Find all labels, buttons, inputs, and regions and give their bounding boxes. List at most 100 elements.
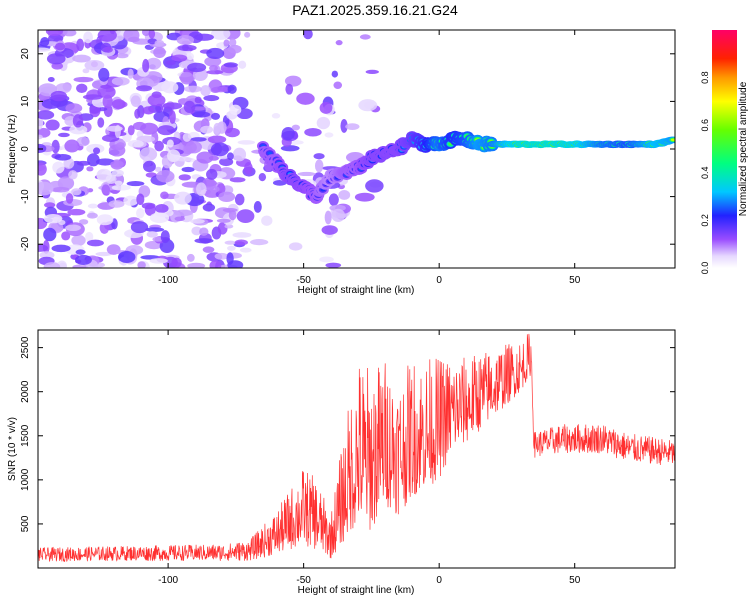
spectrogram-cell [144, 203, 156, 216]
ridge-core [267, 151, 273, 155]
spectrogram-cell [38, 162, 47, 176]
spectrogram-cell [159, 239, 175, 254]
spectrogram-cell [244, 31, 251, 38]
spectrogram-cell [157, 125, 175, 136]
spectrogram-cell [228, 210, 237, 221]
spectrogram-cell [103, 46, 113, 53]
spectrogram-cell [106, 125, 123, 132]
spectrogram-cell [210, 30, 231, 40]
spectrogram-cell [87, 203, 99, 209]
spectrogram-cell [206, 69, 224, 75]
snr-frame [37, 329, 676, 569]
spectrogram-cell [324, 210, 332, 225]
spectrogram-cell [227, 245, 236, 251]
spectrogram-cell [179, 71, 194, 85]
colorbar: 0.0 0.2 0.4 0.6 0.8 Normalized spectral ampl… [700, 30, 749, 274]
spectrogram-cell [174, 191, 192, 205]
spectrogram-cell [116, 53, 129, 59]
spectrogram-cell [76, 136, 90, 147]
spectrogram-cell [38, 143, 47, 154]
spectrogram-cell [216, 218, 231, 223]
spectrogram-cell [46, 53, 66, 65]
spectrogram-cell [74, 254, 92, 265]
spectrogram-cell [71, 188, 82, 196]
spectrogram-cell [253, 200, 262, 213]
spectrogram-cell [207, 135, 227, 144]
spectrogram-cell [149, 258, 168, 264]
spectrogram-cell [43, 262, 61, 268]
spectrogram-cell [145, 227, 165, 232]
y-tick-label: 20 [20, 48, 31, 60]
spectrogram-cell [86, 239, 104, 247]
spectrogram-cell [250, 239, 269, 246]
spectrogram-cell [51, 62, 64, 70]
spectrogram-cell [227, 260, 244, 268]
spectrogram-cell [47, 76, 55, 82]
spectrogram-cell [76, 83, 88, 94]
spectrogram-cell [71, 234, 86, 246]
spectrogram-cell [130, 221, 149, 234]
snr-y-label: SNR (10 * v/v) [7, 417, 18, 481]
spectrogram-cell [83, 31, 93, 44]
spectrogram-cell [147, 94, 166, 107]
snr-series-line [38, 333, 675, 562]
spectrogram-cell [43, 202, 56, 208]
spectrogram-cell [204, 56, 222, 67]
spectrogram-cell [222, 208, 238, 213]
spectrogram-cell [319, 256, 334, 263]
spectrogram-cell [162, 102, 183, 110]
spectrogram-cell [182, 132, 192, 142]
colorbar-label: Normalized spectral amplitude [738, 81, 749, 216]
spectrogram-cell [234, 193, 245, 206]
spectrogram-cell [258, 173, 267, 182]
spectrogram-cell [213, 122, 221, 134]
spectrogram-cell [50, 90, 67, 102]
spectrogram-cell [345, 123, 360, 130]
spectrogram-cell [111, 169, 124, 177]
y-tick-label: -10 [20, 189, 31, 204]
spectrogram-cell [137, 105, 145, 119]
spectrogram-cell [261, 215, 273, 226]
spectrogram-cell [64, 139, 80, 153]
spectrogram-cell [200, 85, 211, 97]
spectrogram-cell [98, 67, 110, 82]
spectrogram-cell [127, 68, 134, 79]
spectrogram-cell [43, 227, 57, 242]
spectrogram-heatmap [38, 30, 675, 268]
x-tick-label: -50 [296, 575, 311, 586]
spectrogram-cell [38, 116, 44, 130]
spectrogram-cell [86, 166, 94, 172]
x-tick-label: 0 [436, 275, 442, 286]
colorbar-tick-label: 0.2 [700, 214, 710, 227]
spectrogram-cell [325, 262, 342, 268]
x-tick-label: 50 [569, 575, 581, 586]
colorbar-tick-label: 0.4 [700, 167, 710, 180]
spectrogram-cell [194, 96, 202, 104]
spectrogram-y-ticks: -20 -10 0 10 20 [20, 48, 675, 252]
spectrogram-cell [156, 170, 175, 183]
spectrogram-cell [111, 99, 126, 110]
spectrogram-cell [51, 244, 71, 253]
spectrogram-cell [118, 250, 136, 263]
spectrogram-cell [214, 252, 229, 260]
spectrogram-cell [82, 94, 103, 100]
spectrogram-cell [154, 39, 165, 47]
spectrogram-cell [67, 208, 86, 216]
y-tick-label: 2500 [20, 336, 31, 359]
spectrogram-cell [137, 261, 146, 268]
spectrogram-cell [52, 161, 65, 174]
spectrogram-cell [285, 83, 294, 95]
spectrogram-x-label: Height of straight line (km) [298, 285, 415, 296]
x-tick-label: -100 [158, 575, 178, 586]
spectrogram-cell [224, 127, 240, 138]
spectrogram-cell [206, 47, 225, 60]
spectrogram-cell [101, 134, 120, 143]
spectrogram-cell [75, 249, 86, 255]
spectrogram-cell [173, 209, 193, 217]
y-tick-label: 0 [20, 146, 31, 152]
x-tick-label: -50 [296, 275, 311, 286]
y-tick-label: -20 [20, 237, 31, 252]
spectrogram-cell [111, 184, 131, 191]
spectrogram-cell [288, 242, 303, 251]
spectrogram-cell [72, 54, 91, 63]
